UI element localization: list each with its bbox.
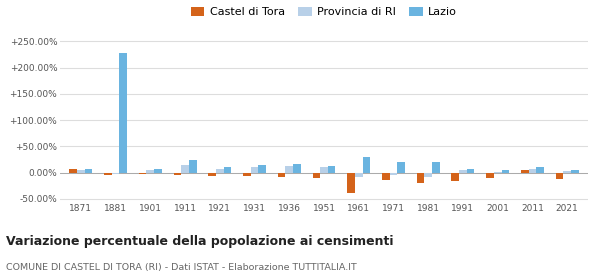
Bar — [529, 169, 536, 173]
Bar — [328, 166, 335, 173]
Bar — [417, 173, 424, 183]
Bar — [563, 171, 571, 173]
Bar — [154, 169, 162, 173]
Bar — [571, 170, 578, 173]
Bar — [112, 173, 119, 174]
Bar — [451, 173, 459, 181]
Bar — [521, 170, 529, 173]
Bar — [224, 167, 231, 173]
Bar — [459, 170, 467, 173]
Bar — [104, 173, 112, 175]
Bar — [494, 172, 502, 173]
Bar — [146, 170, 154, 173]
Bar — [313, 173, 320, 178]
Bar — [189, 160, 197, 173]
Bar — [181, 165, 189, 173]
Bar — [208, 173, 216, 176]
Bar — [347, 173, 355, 193]
Bar — [286, 166, 293, 173]
Bar — [362, 157, 370, 173]
Bar — [397, 162, 405, 173]
Legend: Castel di Tora, Provincia di RI, Lazio: Castel di Tora, Provincia di RI, Lazio — [187, 2, 461, 22]
Bar — [278, 173, 286, 177]
Bar — [243, 173, 251, 176]
Bar — [467, 169, 475, 173]
Bar — [502, 170, 509, 173]
Text: Variazione percentuale della popolazione ai censimenti: Variazione percentuale della popolazione… — [6, 235, 394, 248]
Bar — [119, 53, 127, 173]
Bar — [389, 173, 397, 175]
Bar — [70, 169, 77, 173]
Bar — [486, 173, 494, 178]
Bar — [432, 162, 440, 173]
Bar — [139, 173, 146, 174]
Bar — [556, 173, 563, 179]
Bar — [293, 164, 301, 173]
Bar — [216, 169, 224, 173]
Bar — [259, 165, 266, 173]
Bar — [85, 169, 92, 173]
Bar — [536, 167, 544, 173]
Bar — [355, 173, 362, 177]
Bar — [424, 173, 432, 177]
Bar — [251, 167, 259, 173]
Bar — [320, 167, 328, 173]
Bar — [173, 173, 181, 175]
Bar — [382, 173, 389, 179]
Text: COMUNE DI CASTEL DI TORA (RI) - Dati ISTAT - Elaborazione TUTTITALIA.IT: COMUNE DI CASTEL DI TORA (RI) - Dati IST… — [6, 263, 357, 272]
Bar — [77, 170, 85, 173]
